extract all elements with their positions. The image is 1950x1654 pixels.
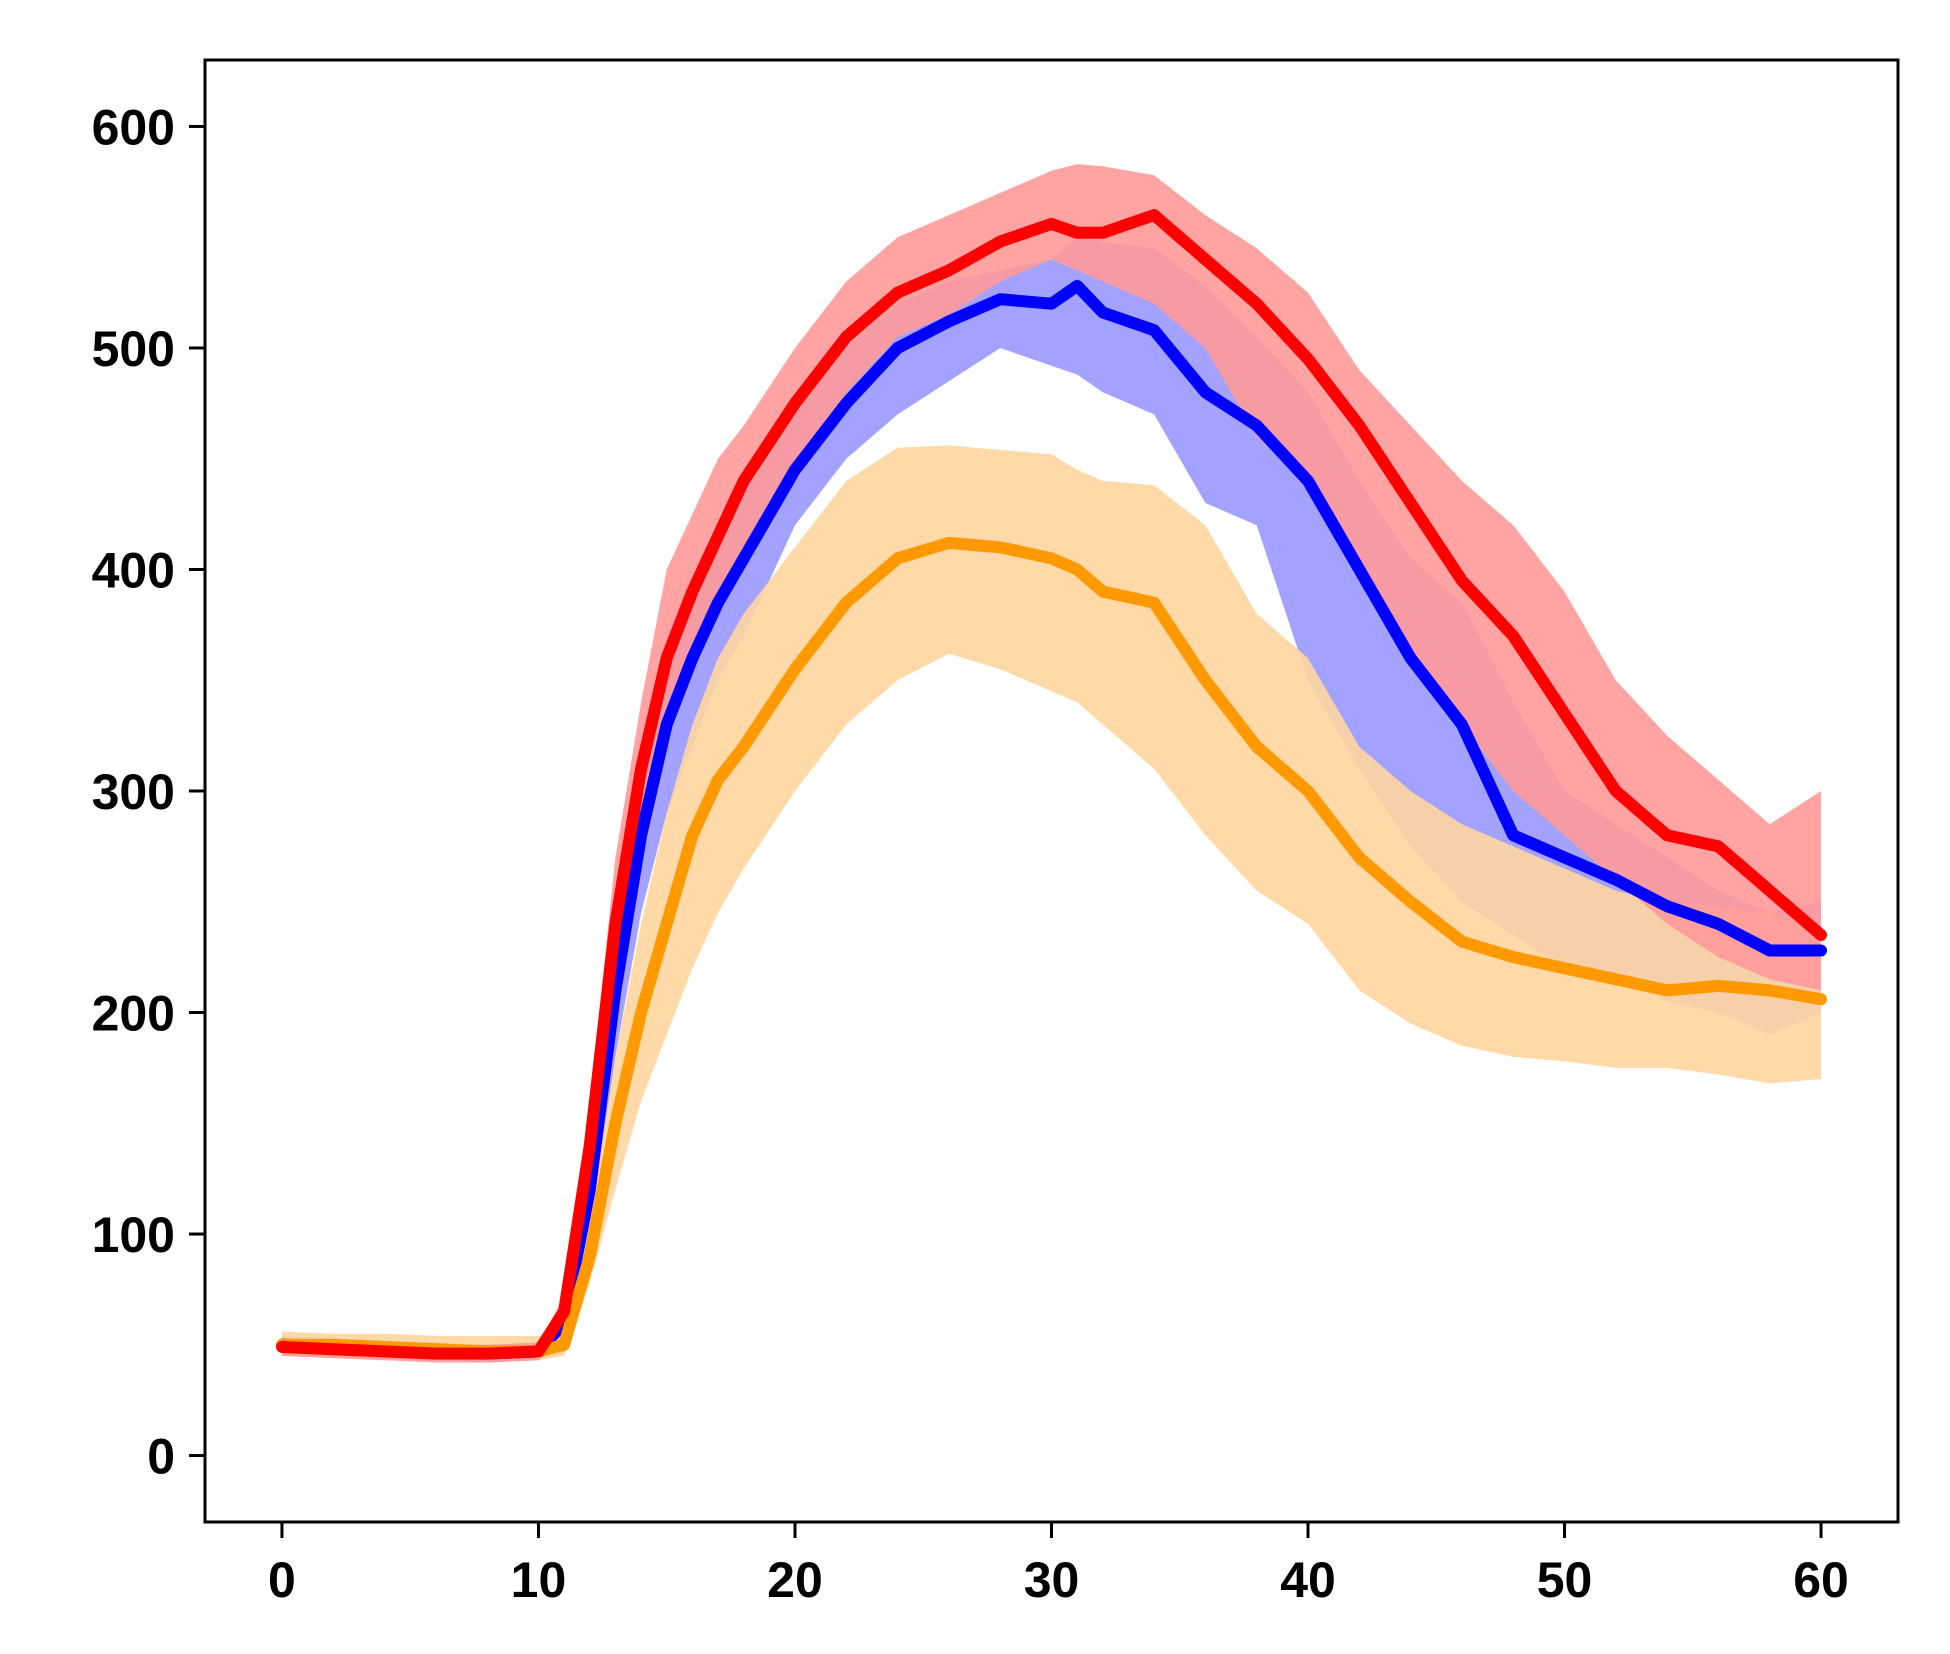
y-tick-label: 500 — [92, 321, 175, 377]
y-tick-label: 200 — [92, 986, 175, 1042]
x-tick-label: 10 — [511, 1552, 567, 1608]
x-tick-label: 30 — [1024, 1552, 1080, 1608]
series-3-line — [276, 209, 1827, 1360]
x-tick-label: 50 — [1537, 1552, 1593, 1608]
x-tick-label: 40 — [1280, 1552, 1336, 1608]
series-1-band — [282, 237, 1821, 1363]
series-3-band — [282, 164, 1821, 1363]
y-tick-label: 400 — [92, 542, 175, 598]
x-axis-ticks: 0 10 20 30 40 50 60 — [268, 1522, 1849, 1608]
x-tick-label: 20 — [767, 1552, 823, 1608]
y-tick-label: 600 — [92, 99, 175, 155]
series-lines — [276, 209, 1827, 1360]
confidence-bands — [282, 164, 1821, 1363]
series-2-band — [282, 445, 1821, 1361]
y-tick-label: 300 — [92, 764, 175, 820]
y-axis-ticks: 0 100 200 300 400 500 600 — [92, 99, 205, 1485]
series-2-line — [276, 536, 1827, 1358]
x-tick-label: 60 — [1793, 1552, 1849, 1608]
x-tick-label: 0 — [268, 1552, 296, 1608]
y-tick-label: 0 — [147, 1429, 175, 1485]
y-tick-label: 100 — [92, 1207, 175, 1263]
